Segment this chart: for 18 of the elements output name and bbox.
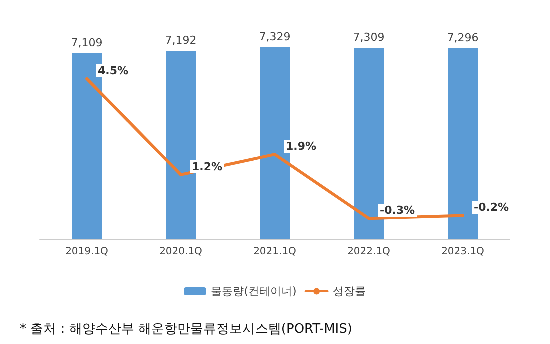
data-label: -0.2% bbox=[474, 201, 510, 214]
x-tick-label: 2023.1Q bbox=[442, 246, 485, 258]
data-label: 7,109 bbox=[71, 36, 103, 50]
text: * 출처 : 해양수산부 해운항만물류정보시스템(PORT-MIS) bbox=[20, 322, 352, 337]
data-label: 7,296 bbox=[447, 31, 479, 44]
data-label: 7,192 bbox=[165, 34, 197, 48]
data-label: 4.5% bbox=[98, 64, 129, 78]
legend-label: 물동량(컨테이너) bbox=[211, 285, 297, 298]
x-tick-label: 2019.1Q bbox=[66, 246, 109, 258]
data-label: 1.9% bbox=[286, 140, 317, 154]
x-tick-label: 2021.1Q bbox=[254, 246, 297, 258]
legend-label: 성장률 bbox=[332, 285, 366, 298]
data-label: 7,329 bbox=[259, 30, 291, 44]
x-tick-label: 2020.1Q bbox=[160, 246, 203, 258]
data-label: 1.2% bbox=[192, 160, 223, 174]
data-label: 7,309 bbox=[353, 31, 385, 44]
x-tick-label: 2022.1Q bbox=[348, 246, 391, 258]
data-label: -0.3% bbox=[380, 204, 416, 218]
